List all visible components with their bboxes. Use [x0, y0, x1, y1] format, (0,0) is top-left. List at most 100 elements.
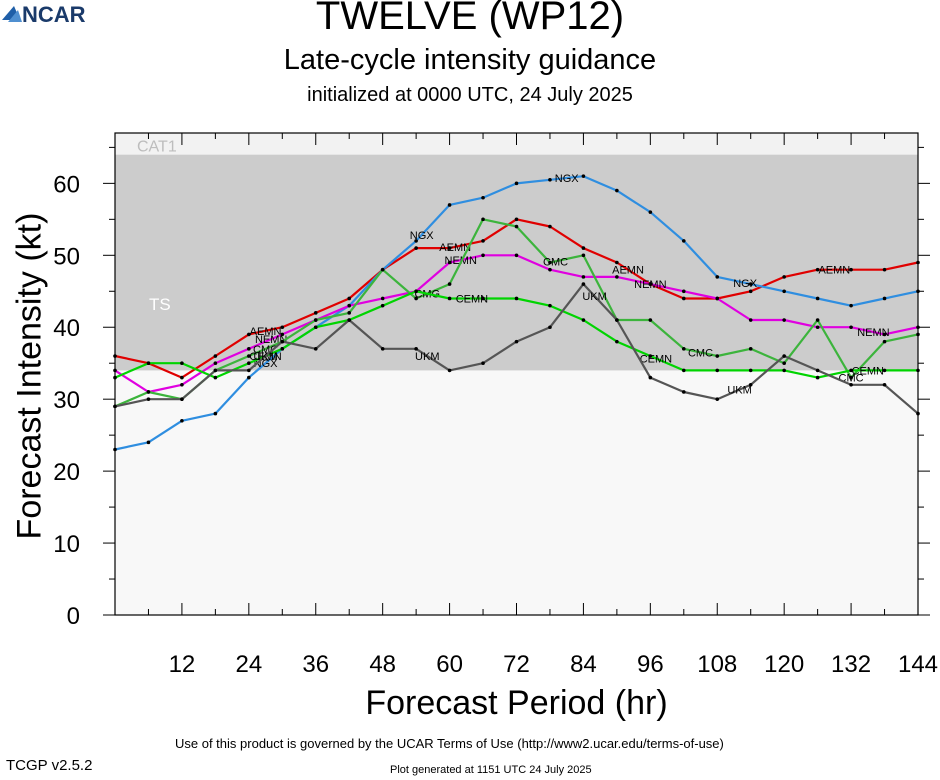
data-point-cemn [748, 368, 753, 373]
series-label-nemn: NEMN [857, 327, 889, 339]
data-point-cemn [247, 361, 251, 366]
series-label-aemn: AEMN [612, 265, 644, 277]
data-point-cemn [481, 296, 485, 301]
data-point-cmc [548, 260, 552, 265]
generated-timestamp: Plot generated at 1151 UTC 24 July 2025 [390, 764, 592, 776]
data-point-ukm [213, 368, 218, 373]
data-point-ukm [514, 339, 519, 344]
data-point-cemn [280, 347, 285, 351]
x-tick-label: 132 [831, 651, 871, 678]
series-label-cemn: CEMN [852, 365, 884, 377]
data-point-aemn [581, 246, 586, 250]
x-tick-label: 72 [503, 651, 530, 678]
data-point-cmc [748, 347, 753, 351]
x-tick-label: 36 [302, 651, 329, 678]
data-point-cmc [481, 217, 485, 222]
data-point-ngx [715, 275, 720, 279]
data-point-aemn [882, 267, 887, 272]
data-point-ukm [146, 397, 151, 401]
y-tick-label: 0 [67, 603, 80, 630]
data-point-aemn [180, 375, 184, 380]
data-point-aemn [615, 260, 619, 265]
data-point-cemn [180, 361, 184, 366]
data-point-ukm [347, 318, 352, 322]
data-point-nemn [280, 332, 285, 337]
data-point-ngx [414, 239, 418, 243]
x-tick-label: 24 [235, 651, 262, 678]
x-tick-label: 120 [764, 651, 804, 678]
data-point-nemn [681, 289, 686, 294]
data-point-cemn [548, 303, 552, 308]
data-point-nemn [615, 275, 619, 279]
data-point-cmc [247, 354, 251, 358]
series-label-cmc: CMC [543, 256, 568, 268]
data-point-cemn [146, 361, 151, 366]
y-tick-label: 30 [53, 387, 80, 414]
data-point-cemn [882, 368, 887, 373]
data-point-ukm [715, 397, 720, 401]
data-point-cemn [615, 339, 619, 344]
data-point-nemn [815, 325, 820, 330]
data-point-ukm [748, 382, 753, 387]
data-point-aemn [815, 267, 820, 272]
data-point-cemn [213, 375, 218, 380]
data-point-cemn [447, 296, 452, 301]
series-label-aemn: AEMN [818, 265, 850, 277]
data-point-cmc [146, 390, 151, 394]
data-point-cemn [681, 368, 686, 373]
series-label-ukm: UKM [582, 291, 606, 303]
data-point-nemn [782, 318, 786, 322]
data-point-ukm [247, 368, 251, 373]
series-label-nemn: NEMN [634, 279, 666, 291]
data-point-aemn [280, 325, 285, 330]
series-label-ukm: UKM [415, 351, 439, 363]
x-tick-label: 144 [898, 651, 938, 678]
data-point-nemn [380, 296, 385, 301]
x-tick-label: 108 [697, 651, 737, 678]
data-point-aemn [782, 275, 786, 279]
data-point-cmc [514, 224, 519, 229]
data-point-ukm [615, 318, 619, 322]
data-point-aemn [414, 246, 418, 250]
y-tick-label: 10 [53, 531, 80, 558]
data-point-ngx [247, 375, 251, 380]
data-point-nemn [447, 260, 452, 265]
series-label-cemn: CEMN [456, 293, 488, 305]
x-tick-label: 96 [637, 651, 664, 678]
data-point-ngx [882, 296, 887, 301]
data-point-ngx [648, 210, 653, 214]
data-point-ngx [548, 177, 552, 182]
band-label-ts: TS [149, 295, 171, 314]
data-point-cmc [347, 311, 352, 315]
data-point-cemn [715, 368, 720, 373]
data-point-nemn [481, 253, 485, 258]
data-point-ukm [447, 368, 452, 373]
data-point-ngx [447, 203, 452, 207]
data-point-ukm [882, 382, 887, 387]
data-point-ngx [180, 418, 184, 423]
data-point-aemn [681, 296, 686, 301]
data-point-aemn [313, 311, 318, 315]
data-point-nemn [213, 361, 218, 366]
data-point-ukm [481, 361, 485, 366]
data-point-nemn [849, 325, 853, 330]
data-point-ngx [849, 303, 853, 308]
data-point-cmc [380, 267, 385, 272]
series-label-ukm: UKM [727, 385, 751, 397]
data-point-cmc [414, 296, 418, 301]
x-axis-label: Forecast Period (hr) [365, 684, 668, 722]
data-point-ngx [581, 174, 586, 178]
data-point-aemn [347, 296, 352, 301]
band-ts [115, 154, 918, 371]
data-point-ngx [146, 440, 151, 445]
data-point-ukm [782, 354, 786, 358]
data-point-ukm [548, 325, 552, 330]
below-ts-region [115, 370, 918, 615]
ncar-logo: NCAR [2, 2, 86, 27]
data-point-ngx [748, 282, 753, 286]
data-point-cemn [514, 296, 519, 301]
y-axis-label: Forecast Intensity (kt) [10, 212, 49, 540]
x-tick-label: 48 [369, 651, 396, 678]
data-point-ukm [180, 397, 184, 401]
